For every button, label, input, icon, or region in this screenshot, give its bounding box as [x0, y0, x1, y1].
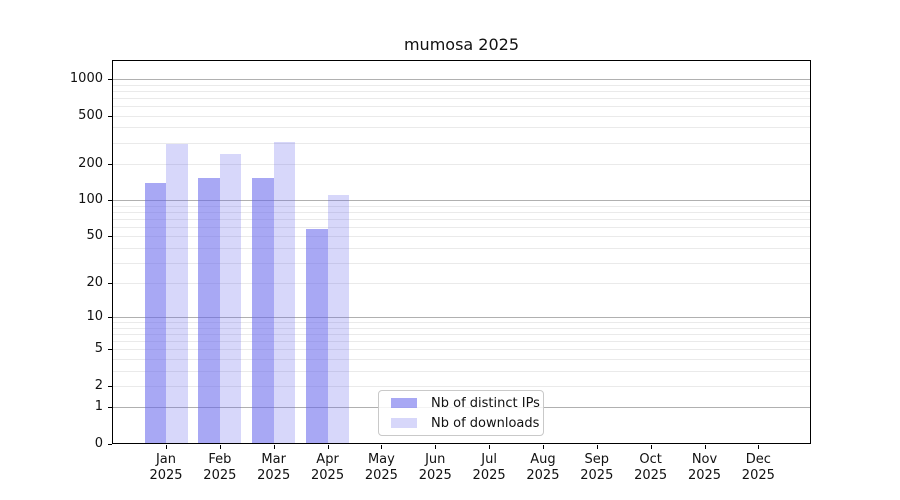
y-tick-mark — [108, 349, 112, 351]
y-tick-mark — [108, 385, 112, 387]
gridline-minor — [113, 262, 810, 264]
gridline-minor — [113, 349, 810, 351]
gridline-minor — [113, 236, 810, 238]
x-tick-label: Dec 2025 — [741, 452, 775, 483]
legend-label-downloads: Nb of downloads — [431, 415, 540, 431]
gridline-minor — [113, 327, 810, 329]
x-tick-mark — [273, 445, 275, 449]
x-tick-label: Oct 2025 — [634, 452, 668, 483]
bar-downloads-apr — [327, 195, 350, 444]
bar-ips-mar — [252, 178, 274, 444]
x-tick-label: Nov 2025 — [687, 452, 722, 483]
x-tick-label: Jun 2025 — [418, 452, 452, 483]
x-tick-label: Sep 2025 — [580, 452, 614, 483]
x-tick-mark — [704, 445, 706, 449]
y-tick-label: 20 — [86, 275, 103, 291]
legend-label-ips: Nb of distinct IPs — [431, 395, 540, 411]
legend-swatch-ips — [391, 398, 417, 408]
legend-swatch-downloads — [391, 418, 417, 428]
gridline-minor — [113, 283, 810, 285]
x-tick-label: Mar 2025 — [257, 452, 291, 483]
x-tick-mark — [435, 445, 437, 449]
bar-ips-apr — [306, 228, 328, 444]
gridline-minor — [113, 205, 810, 207]
gridline-minor — [113, 341, 810, 343]
bar-downloads-feb — [219, 153, 242, 444]
y-tick-label: 2 — [94, 377, 103, 393]
gridline-minor — [113, 385, 810, 387]
bar-downloads-mar — [273, 141, 296, 444]
x-tick-label: Apr 2025 — [311, 452, 345, 483]
y-tick-mark — [108, 200, 112, 202]
gridline-major — [113, 317, 810, 319]
gridline-minor — [113, 334, 810, 336]
bar-downloads-jan — [166, 144, 188, 444]
x-tick-label: May 2025 — [364, 452, 398, 483]
y-tick-mark — [108, 236, 112, 238]
gridline-minor — [113, 97, 810, 99]
x-tick-mark — [327, 445, 329, 449]
legend-item-downloads: Nb of downloads — [385, 415, 540, 431]
gridline-minor — [113, 370, 810, 372]
gridline-minor — [113, 163, 810, 165]
gridline-minor — [113, 115, 810, 117]
x-tick-mark — [166, 445, 167, 449]
gridline-minor — [113, 106, 810, 108]
legend-item-ips: Nb of distinct IPs — [385, 395, 540, 411]
y-tick-label: 1 — [94, 399, 103, 415]
legend: Nb of distinct IPs Nb of downloads — [378, 390, 544, 436]
x-tick-mark — [489, 445, 491, 449]
x-tick-mark — [650, 445, 652, 449]
gridline-minor — [113, 142, 810, 144]
gridline-minor — [113, 226, 810, 228]
y-tick-mark — [108, 317, 112, 319]
gridline-minor — [113, 127, 810, 129]
gridline-minor — [113, 322, 810, 324]
gridline-major — [113, 79, 810, 81]
gridline-minor — [113, 247, 810, 249]
x-tick-mark — [381, 445, 383, 449]
gridline-minor — [113, 84, 810, 86]
gridline-minor — [113, 359, 810, 360]
x-tick-label: Jul 2025 — [472, 452, 506, 483]
x-tick-mark — [596, 445, 598, 449]
x-tick-mark — [758, 445, 760, 449]
gridline-minor — [113, 90, 810, 92]
y-tick-mark — [108, 283, 112, 285]
y-tick-label: 5 — [94, 341, 103, 357]
y-tick-label: 100 — [78, 192, 103, 208]
gridline-minor — [113, 211, 810, 213]
chart-title: mumosa 2025 — [403, 35, 520, 54]
y-tick-label: 50 — [86, 228, 103, 244]
y-tick-label: 500 — [78, 107, 103, 123]
y-tick-label: 1000 — [69, 71, 103, 87]
y-tick-mark — [108, 163, 112, 165]
gridline-major — [113, 200, 810, 202]
y-tick-mark — [108, 444, 112, 445]
y-tick-mark — [108, 115, 112, 117]
x-tick-label: Feb 2025 — [203, 452, 237, 483]
y-tick-label: 10 — [86, 309, 103, 325]
y-tick-label: 0 — [94, 436, 103, 451]
gridline-minor — [113, 218, 810, 220]
y-tick-mark — [108, 407, 112, 409]
y-tick-label: 200 — [78, 155, 103, 171]
x-tick-label: Jan 2025 — [149, 452, 183, 483]
bar-ips-jan — [144, 182, 166, 444]
x-tick-label: Aug 2025 — [526, 452, 560, 483]
bar-ips-feb — [198, 178, 220, 444]
x-tick-mark — [542, 445, 544, 449]
y-tick-mark — [108, 79, 112, 81]
x-tick-mark — [219, 445, 221, 449]
